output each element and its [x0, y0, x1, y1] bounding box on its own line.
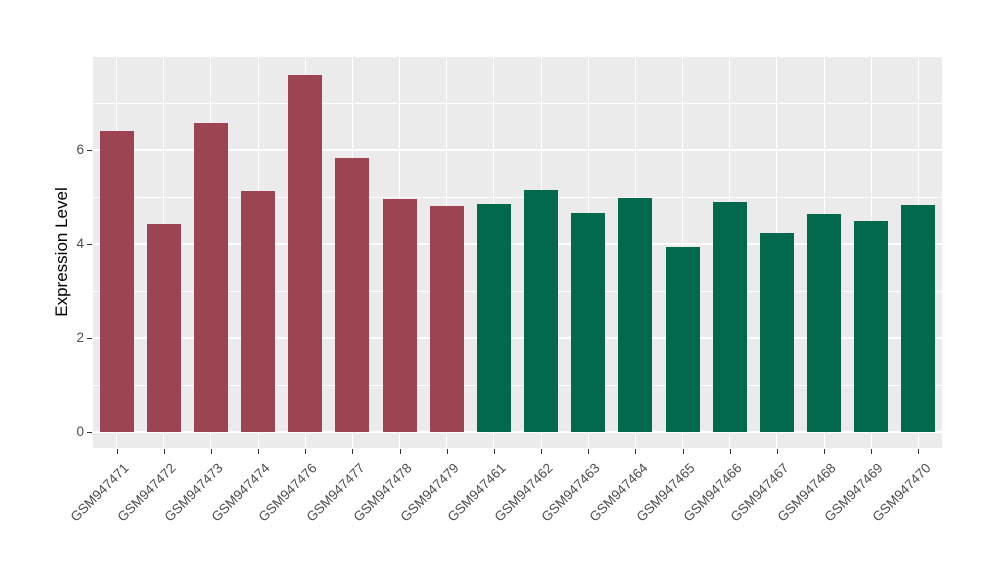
- major-gridline: [93, 431, 942, 433]
- bar: [335, 157, 370, 432]
- bar: [193, 123, 228, 432]
- x-tick-mark: [116, 449, 118, 454]
- bar: [476, 203, 511, 432]
- x-tick-mark: [493, 449, 495, 454]
- x-tick-mark: [918, 449, 920, 454]
- x-tick-mark: [541, 449, 543, 454]
- bar: [146, 224, 181, 432]
- bar: [382, 199, 417, 432]
- minor-gridline: [93, 103, 942, 104]
- bar: [901, 204, 936, 432]
- x-tick-mark: [871, 449, 873, 454]
- minor-gridline: [93, 385, 942, 386]
- bar: [807, 214, 842, 432]
- bar: [712, 202, 747, 432]
- plot-panel: [93, 57, 942, 448]
- bar: [99, 131, 134, 432]
- x-tick-mark: [588, 449, 590, 454]
- x-tick-mark: [824, 449, 826, 454]
- y-tick-label: 6: [76, 142, 84, 157]
- major-gridline: [93, 149, 942, 151]
- bar: [288, 74, 323, 432]
- bar: [618, 198, 653, 432]
- bar: [524, 189, 559, 432]
- bar: [241, 191, 276, 432]
- y-tick-mark: [87, 244, 92, 245]
- x-tick-mark: [635, 449, 637, 454]
- y-tick-mark: [87, 150, 92, 151]
- bar: [571, 212, 606, 432]
- x-tick-mark: [352, 449, 354, 454]
- y-tick-mark: [87, 338, 92, 339]
- y-tick-mark: [87, 432, 92, 433]
- major-gridline: [93, 337, 942, 339]
- y-tick-label: 0: [76, 424, 84, 439]
- bar: [854, 220, 889, 432]
- x-tick-mark: [210, 449, 212, 454]
- bar: [429, 206, 464, 432]
- y-axis-title: Expression Level: [52, 187, 71, 317]
- major-gridline: [93, 243, 942, 245]
- y-tick-label: 2: [76, 330, 84, 345]
- minor-gridline: [93, 291, 942, 292]
- minor-gridline: [93, 197, 942, 198]
- x-tick-mark: [729, 449, 731, 454]
- x-tick-mark: [446, 449, 448, 454]
- x-tick-mark: [682, 449, 684, 454]
- x-tick-mark: [305, 449, 307, 454]
- x-tick-mark: [258, 449, 260, 454]
- x-tick-mark: [776, 449, 778, 454]
- y-tick-label: 4: [76, 236, 84, 251]
- bar: [665, 246, 700, 432]
- x-tick-mark: [399, 449, 401, 454]
- x-tick-mark: [163, 449, 165, 454]
- bar: [759, 232, 794, 432]
